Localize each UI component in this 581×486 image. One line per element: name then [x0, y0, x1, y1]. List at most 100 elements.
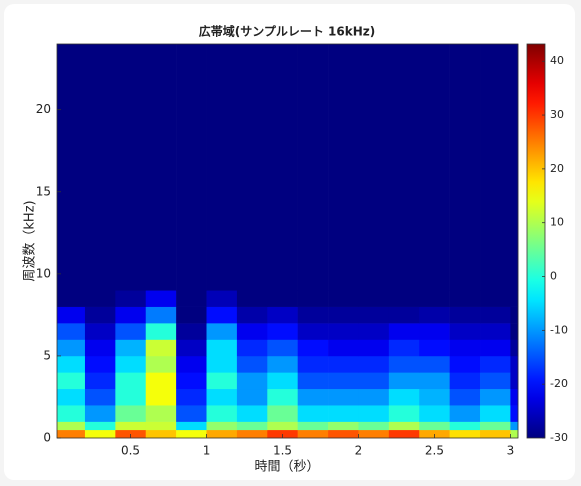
heatmap-cell — [510, 405, 519, 422]
heatmap-cell — [297, 290, 329, 307]
heatmap-cell — [297, 306, 329, 324]
y-tick-label: 20 — [36, 102, 51, 116]
heatmap-cell — [206, 405, 238, 422]
heatmap-cell — [57, 388, 86, 406]
colorbar-tick-label: 10 — [550, 216, 564, 229]
y-axis-label: 周波数（kHz) — [23, 200, 38, 281]
colorbar-tick-label: 40 — [550, 54, 564, 67]
heatmap-cell — [419, 421, 450, 431]
heatmap-cell — [480, 421, 511, 431]
heatmap-cell — [297, 388, 329, 406]
heatmap-cell — [145, 339, 177, 357]
heatmap-cell — [419, 405, 450, 422]
heatmap-cell — [328, 290, 359, 307]
heatmap-cell — [328, 44, 359, 291]
heatmap-cell — [358, 405, 390, 422]
heatmap-cell — [236, 388, 268, 406]
heatmap-cell — [388, 429, 420, 439]
heatmap-cell — [449, 388, 481, 406]
heatmap-cell — [206, 429, 238, 439]
colorbar-tick-label: -30 — [550, 431, 568, 444]
y-tick-label: 5 — [43, 348, 51, 362]
heatmap-cell — [57, 290, 86, 307]
heatmap-cell — [297, 372, 329, 390]
heatmap-cell — [206, 306, 238, 324]
heatmap-cell — [176, 306, 207, 324]
heatmap-cell — [449, 290, 481, 307]
heatmap-cell — [115, 421, 147, 431]
heatmap-cell — [328, 372, 359, 390]
heatmap-cell — [57, 405, 86, 422]
x-tick-label: 3 — [507, 444, 515, 458]
heatmap-cell — [84, 306, 116, 324]
heatmap-cell — [236, 429, 268, 439]
heatmap-cell — [236, 421, 268, 431]
heatmap-cell — [388, 339, 420, 357]
heatmap-cell — [236, 44, 268, 291]
heatmap-cell — [419, 388, 450, 406]
heatmap-cell — [236, 306, 268, 324]
heatmap-cell — [388, 405, 420, 422]
colorbar-tick-label: 0 — [550, 270, 557, 283]
heatmap-cell — [145, 421, 177, 431]
heatmap-cell — [145, 388, 177, 406]
heatmap-cell — [176, 372, 207, 390]
heatmap-cell — [267, 323, 298, 340]
heatmap-cell — [206, 355, 238, 373]
heatmap-cell — [358, 323, 390, 340]
heatmap-cell — [176, 290, 207, 307]
heatmap-cell — [510, 429, 519, 439]
heatmap-cell — [449, 405, 481, 422]
heatmap-cell — [236, 290, 268, 307]
heatmap-cell — [176, 355, 207, 373]
heatmap-cell — [388, 290, 420, 307]
heatmap-cell — [84, 339, 116, 357]
heatmap-cell — [449, 323, 481, 340]
colorbar-tick-label: 30 — [550, 108, 564, 121]
heatmap-cell — [115, 372, 147, 390]
heatmap-cell — [510, 306, 519, 324]
heatmap-cell — [115, 290, 147, 307]
heatmap-cell — [236, 323, 268, 340]
heatmap-cell — [206, 44, 238, 291]
x-tick-label: 2.5 — [425, 444, 444, 458]
heatmap-cell — [297, 339, 329, 357]
heatmap-cell — [267, 44, 298, 291]
x-tick-label: 2 — [355, 444, 363, 458]
heatmap-cell — [358, 421, 390, 431]
heatmap-cell — [480, 355, 511, 373]
heatmap-cell — [145, 290, 177, 307]
heatmap-cell — [297, 421, 329, 431]
heatmap-cell — [57, 339, 86, 357]
y-tick-label: 0 — [43, 431, 51, 445]
heatmap-cell — [236, 339, 268, 357]
heatmap-cell — [206, 372, 238, 390]
heatmap-cell — [267, 388, 298, 406]
heatmap-cell — [328, 323, 359, 340]
heatmap-cell — [358, 339, 390, 357]
heatmap-cell — [57, 306, 86, 324]
heatmap-cell — [480, 339, 511, 357]
heatmap-cell — [145, 372, 177, 390]
heatmap-cell — [419, 323, 450, 340]
heatmap-cell — [57, 421, 86, 431]
x-axis-label: 時間（秒） — [254, 460, 319, 475]
heatmap-cell — [57, 355, 86, 373]
heatmap-cell — [419, 355, 450, 373]
heatmap-cell — [206, 421, 238, 431]
colorbar-tick-label: 20 — [550, 162, 564, 175]
heatmap-cell — [57, 372, 86, 390]
colorbar-tick-label: -10 — [550, 323, 568, 336]
colorbar — [526, 43, 546, 439]
heatmap-cell — [84, 429, 116, 439]
heatmap-cell — [328, 388, 359, 406]
heatmap-cell — [388, 355, 420, 373]
heatmap-cell — [145, 405, 177, 422]
heatmap-cell — [358, 290, 390, 307]
heatmap-cell — [297, 355, 329, 373]
heatmap-cell — [115, 339, 147, 357]
heatmap-cell — [388, 421, 420, 431]
heatmap-cell — [419, 372, 450, 390]
